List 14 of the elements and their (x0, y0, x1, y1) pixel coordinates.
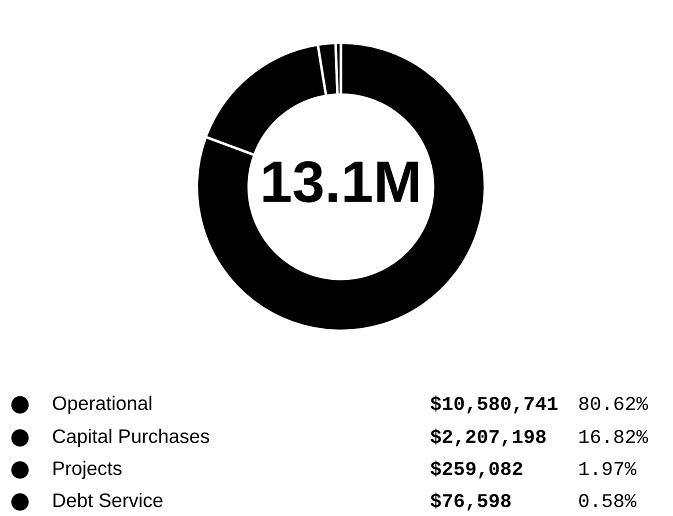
data-label: $10,580,741 (430, 396, 558, 414)
text: 16.82% (579, 430, 648, 444)
data-label: $259,082 (430, 460, 522, 478)
legend-label: Operational (52, 396, 152, 414)
legend-label: Debt Service (54, 492, 162, 508)
data-label: $2,207,198 (430, 428, 546, 446)
text: 1.97% (579, 462, 636, 476)
legend-label: Capital Purchases (52, 428, 210, 447)
data-label: $76,598 (430, 492, 511, 510)
text: 80.62% (579, 396, 648, 410)
legend-label: Projects (54, 460, 122, 480)
donut-slice (196, 42, 486, 332)
text: 13.1M (263, 161, 418, 203)
text: 0.58% (579, 494, 636, 508)
